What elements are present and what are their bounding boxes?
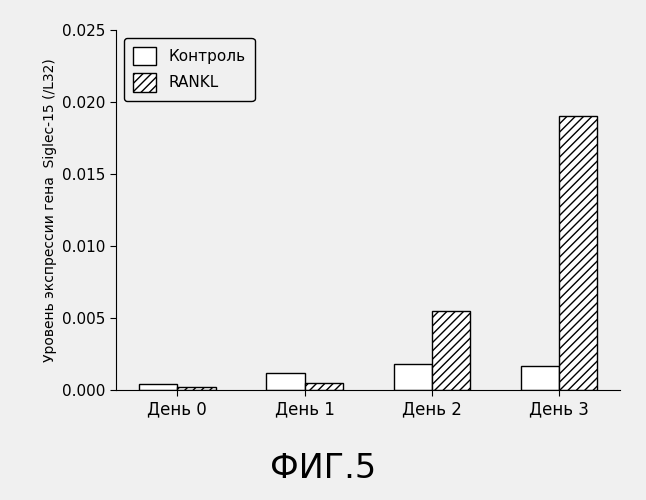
- Bar: [266, 372, 305, 390]
- Bar: [393, 364, 432, 390]
- Bar: [178, 387, 216, 390]
- Y-axis label: Уровень экспрессии гена  Siglec-15 (/L32): Уровень экспрессии гена Siglec-15 (/L32): [43, 58, 57, 362]
- Bar: [559, 116, 598, 390]
- Bar: [521, 366, 559, 390]
- Legend: Контроль, RANKL: Контроль, RANKL: [124, 38, 255, 101]
- Text: ФИГ.5: ФИГ.5: [270, 452, 376, 485]
- Bar: [432, 311, 470, 390]
- Bar: [305, 383, 343, 390]
- Bar: [139, 384, 178, 390]
